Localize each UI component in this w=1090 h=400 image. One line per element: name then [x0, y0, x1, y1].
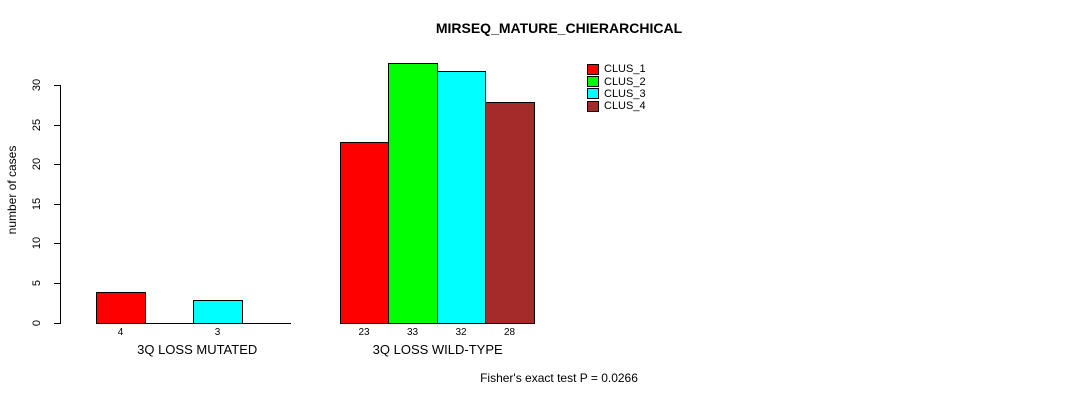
- bar-clus_2-wild-type: [388, 63, 438, 324]
- y-axis-tick: [54, 85, 61, 86]
- y-axis-tick: [54, 323, 61, 324]
- legend-swatch-clus_3: [587, 88, 599, 100]
- bar-clus_1-wild-type: [340, 142, 389, 324]
- legend-label: CLUS_4: [604, 100, 646, 113]
- bar-value-label: 28: [503, 327, 516, 338]
- legend-item: CLUS_2: [587, 75, 646, 88]
- legend-item: CLUS_3: [587, 88, 646, 100]
- bar-value-label: 4: [117, 327, 124, 338]
- y-axis-tick: [54, 283, 61, 284]
- bar-value-label: 32: [455, 327, 467, 338]
- chart-title: MIRSEQ_MATURE_CHIERARCHICAL: [435, 20, 683, 36]
- bar-value-label: 23: [358, 327, 370, 338]
- bar-clus_1-mutated: [96, 292, 146, 324]
- y-axis-tick: [54, 125, 61, 126]
- bar-value-label: 33: [406, 327, 419, 338]
- y-axis-tick-label: 10: [31, 236, 43, 250]
- bar-clus_3-wild-type: [437, 71, 486, 324]
- stat-annotation: Fisher's exact test P = 0.0266: [480, 371, 638, 385]
- legend-label: CLUS_2: [604, 75, 646, 88]
- y-axis-tick: [54, 164, 61, 165]
- category-label: 3Q LOSS WILD-TYPE: [372, 342, 503, 357]
- legend-item: CLUS_4: [587, 100, 646, 112]
- legend: CLUS_1 CLUS_2 CLUS_3 CLUS_4: [587, 63, 646, 113]
- y-axis-tick-label: 30: [31, 78, 43, 92]
- bar-clus_4-wild-type: [485, 102, 535, 324]
- y-axis-tick-label: 25: [31, 118, 43, 132]
- legend-item: CLUS_1: [587, 63, 646, 75]
- y-axis-tick-label: 15: [31, 197, 43, 211]
- y-axis-label: number of cases: [5, 145, 19, 235]
- y-axis-tick-label: 0: [31, 319, 43, 327]
- bar-clus_3-mutated: [193, 300, 243, 324]
- legend-swatch-clus_4: [587, 100, 599, 112]
- legend-swatch-clus_2: [587, 76, 599, 88]
- legend-swatch-clus_1: [587, 63, 599, 75]
- legend-label: CLUS_1: [604, 63, 646, 76]
- y-axis-tick: [54, 204, 61, 205]
- legend-label: CLUS_3: [604, 87, 646, 100]
- y-axis-tick: [54, 243, 61, 244]
- bar-value-label: 3: [214, 327, 221, 338]
- y-axis-tick-label: 20: [31, 157, 43, 171]
- y-axis-tick-label: 5: [31, 279, 43, 287]
- category-label: 3Q LOSS MUTATED: [137, 342, 258, 357]
